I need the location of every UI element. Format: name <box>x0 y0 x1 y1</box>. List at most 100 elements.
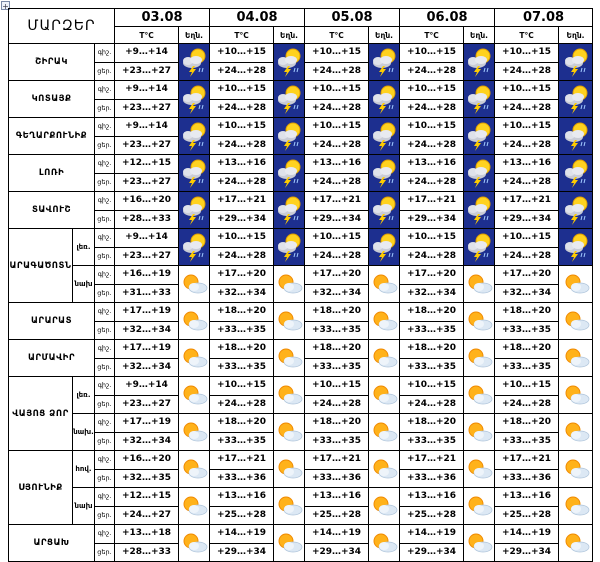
day-temp: +23…+27 <box>114 135 180 155</box>
move-handle-icon[interactable]: + <box>1 1 10 11</box>
weather-header: Եղն. <box>368 26 401 44</box>
day-temp: +24…+28 <box>494 98 560 118</box>
day-label: ցեր. <box>93 320 116 340</box>
day-temp: +32…+34 <box>304 283 370 303</box>
day-temp: +24…+28 <box>399 98 465 118</box>
day-temp: +29…+34 <box>304 542 370 562</box>
sun-cloud-icon <box>368 487 401 525</box>
day-temp: +33…+36 <box>494 468 560 488</box>
forecast-body: ՇԻՐԱԿ գիշ. +9…+14 +10…+15 +10…+15 <box>8 43 594 562</box>
day-temp: +33…+36 <box>304 468 370 488</box>
night-temp: +18…+20 <box>304 302 370 322</box>
day-temp: +33…+35 <box>494 357 560 377</box>
night-temp: +10…+15 <box>209 376 275 396</box>
table-row: ցեր. +28…+33 +29…+34 +29…+34 +29…+34 +29…+34 <box>9 209 593 229</box>
subregion-label: նախ. <box>72 413 95 451</box>
region-name: ԱՐՄԱՎԻՐ <box>8 339 95 377</box>
table-row: ցեր. +23…+27 +24…+28 +24…+28 +24…+28 +24…+28 <box>9 135 593 155</box>
sun-cloud-icon <box>368 339 401 377</box>
night-temp: +17…+21 <box>304 450 370 470</box>
table-row: ԿՈՏԱՅՔ գիշ. +9…+14 +10…+15 +10…+15 <box>8 80 594 118</box>
region-name: ԼՈՌԻ <box>8 154 95 192</box>
day-temp: +29…+34 <box>494 209 560 229</box>
day-temp: +24…+28 <box>399 394 465 414</box>
thunderstorm-icon <box>368 154 401 192</box>
subregion-label: նախ <box>72 265 95 303</box>
thunderstorm-icon <box>273 154 306 192</box>
night-temp: +18…+20 <box>399 302 465 322</box>
night-temp: +10…+15 <box>399 376 465 396</box>
night-temp: +17…+21 <box>209 191 275 211</box>
table-row: ցեր. +23…+27 +24…+28 +24…+28 +24…+28 +24…+28 <box>9 98 593 118</box>
day-label: ցեր. <box>93 431 116 451</box>
table-row: ԱՐՑԱԽ գիշ. +13…+18 +14…+19 +14…+19 +14…+19… <box>8 524 594 562</box>
day-temp: +29…+34 <box>399 542 465 562</box>
night-temp: +14…+19 <box>494 524 560 544</box>
subregion-label: լեռ. <box>72 228 95 266</box>
sun-cloud-icon <box>463 450 496 488</box>
sun-cloud-icon <box>178 339 211 377</box>
date-header: 07.08 <box>494 8 594 27</box>
night-temp: +17…+20 <box>304 265 370 285</box>
sun-cloud-icon <box>273 376 306 414</box>
thunderstorm-icon <box>558 228 594 266</box>
night-temp: +10…+15 <box>494 228 560 248</box>
day-temp: +29…+34 <box>494 542 560 562</box>
sun-cloud-icon <box>558 265 594 303</box>
day-temp: +32…+34 <box>209 283 275 303</box>
day-temp: +33…+35 <box>209 357 275 377</box>
day-temp: +23…+27 <box>114 98 180 118</box>
day-temp: +29…+34 <box>304 209 370 229</box>
table-row: ԼՈՌԻ գիշ. +12…+15 +13…+16 +13…+16 <box>8 154 594 192</box>
day-temp: +24…+28 <box>209 172 275 192</box>
night-temp: +13…+16 <box>399 487 465 507</box>
night-temp: +18…+20 <box>399 339 465 359</box>
thunderstorm-icon <box>558 80 594 118</box>
day-temp: +33…+35 <box>209 431 275 451</box>
thunderstorm-icon <box>368 43 401 81</box>
night-temp: +17…+20 <box>209 265 275 285</box>
night-temp: +10…+15 <box>304 80 370 100</box>
thunderstorm-icon <box>368 191 401 229</box>
night-temp: +10…+15 <box>494 80 560 100</box>
day-label: ցեր. <box>93 468 116 488</box>
day-temp: +33…+35 <box>304 357 370 377</box>
night-temp: +17…+21 <box>304 191 370 211</box>
day-temp: +23…+27 <box>114 394 180 414</box>
date-header: 05.08 <box>304 8 401 27</box>
night-temp: +16…+20 <box>114 450 180 470</box>
night-label: գիշ. <box>93 524 116 544</box>
day-temp: +33…+35 <box>304 320 370 340</box>
day-temp: +24…+28 <box>399 61 465 81</box>
day-label: ցեր. <box>93 505 116 525</box>
day-temp: +24…+28 <box>304 98 370 118</box>
sun-cloud-icon <box>368 265 401 303</box>
table-row: ԱՐԱՐԱՏ գիշ. +17…+19 +18…+20 +18…+20 +18…+2… <box>8 302 594 340</box>
sun-cloud-icon <box>558 450 594 488</box>
night-temp: +10…+15 <box>209 117 275 137</box>
sun-cloud-icon <box>558 413 594 451</box>
sun-cloud-icon <box>273 413 306 451</box>
night-temp: +10…+15 <box>304 117 370 137</box>
day-label: ցեր. <box>93 61 116 81</box>
night-temp: +18…+20 <box>399 413 465 433</box>
night-temp: +12…+15 <box>114 487 180 507</box>
night-label: գիշ. <box>93 43 116 63</box>
day-temp: +29…+34 <box>399 209 465 229</box>
day-label: ցեր. <box>93 542 116 562</box>
night-label: գիշ. <box>93 80 116 100</box>
night-temp: +17…+21 <box>494 450 560 470</box>
sun-cloud-icon <box>368 376 401 414</box>
sun-cloud-icon <box>178 302 211 340</box>
subregion-label: նախ <box>72 487 95 525</box>
night-temp: +18…+20 <box>304 413 370 433</box>
day-temp: +24…+28 <box>399 246 465 266</box>
table-row: ՍՅՈՒՆԻՔ հով. գիշ. +16…+20 +17…+21 +17…+21 +… <box>8 450 594 525</box>
night-temp: +10…+15 <box>494 117 560 137</box>
night-label: գիշ. <box>93 154 116 174</box>
night-temp: +17…+21 <box>494 191 560 211</box>
day-temp: +24…+28 <box>304 246 370 266</box>
thunderstorm-icon <box>463 154 496 192</box>
thunderstorm-icon <box>558 117 594 155</box>
day-temp: +25…+28 <box>304 505 370 525</box>
